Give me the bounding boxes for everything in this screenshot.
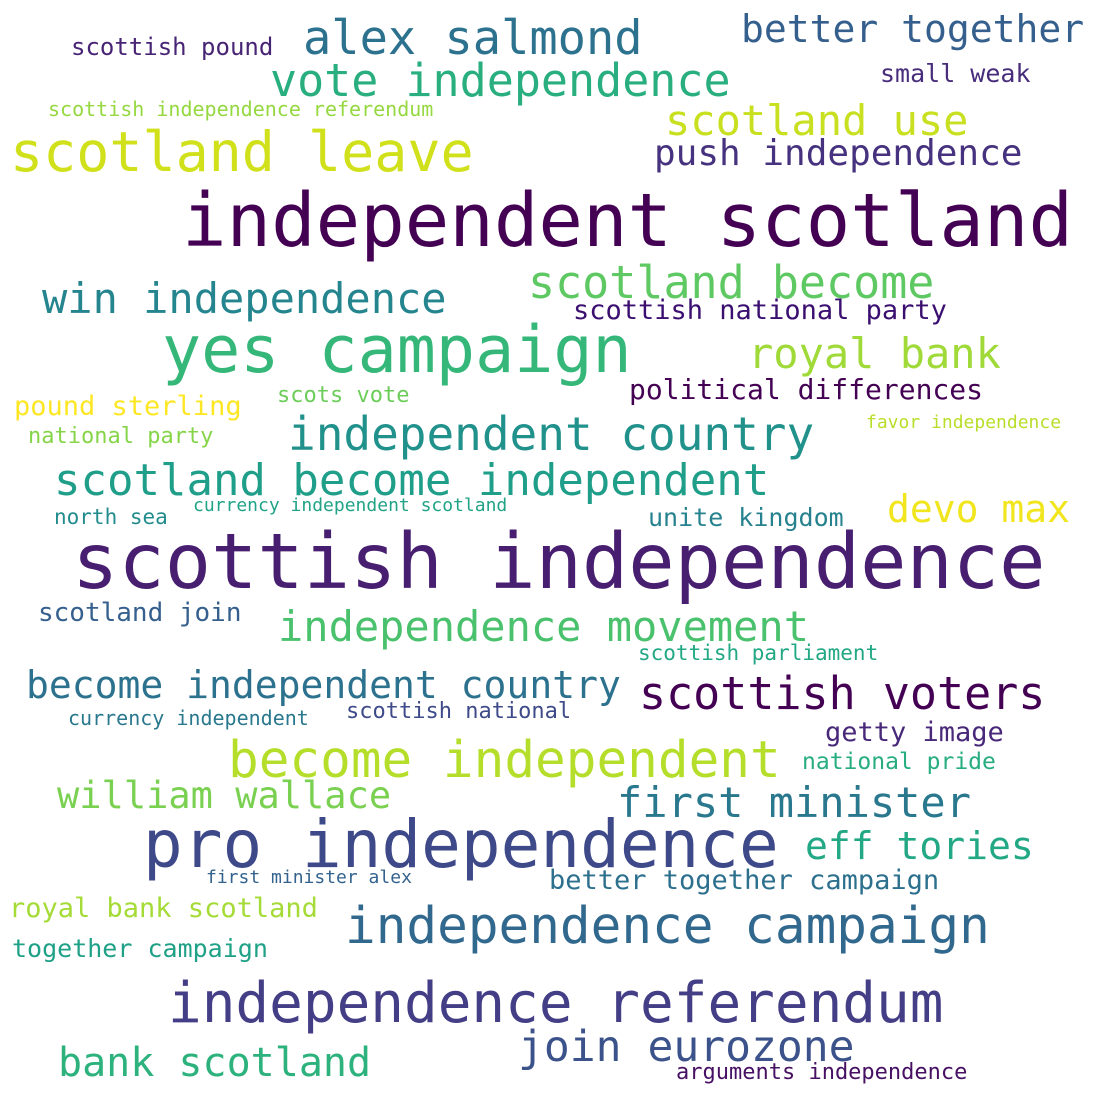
word: independent country <box>288 407 815 461</box>
word: scottish national party <box>573 295 947 326</box>
word: pro independence <box>143 806 779 883</box>
word: scotland leave <box>10 120 474 184</box>
word: become independent <box>228 731 781 790</box>
word: independence campaign <box>345 897 990 956</box>
word: scottish independence referendum <box>48 97 434 121</box>
word: scotland join <box>38 598 242 628</box>
word: better together campaign <box>549 865 940 896</box>
word: scottish national <box>346 699 572 724</box>
word: royal bank scotland <box>9 893 318 924</box>
word: better together <box>741 7 1085 51</box>
word: national party <box>28 424 214 449</box>
word: join eurozone <box>518 1022 855 1072</box>
word: together campaign <box>12 934 268 963</box>
word: scotland become <box>528 256 935 309</box>
word: national pride <box>802 749 996 775</box>
word: royal bank <box>748 329 1001 378</box>
word: alex salmond <box>303 11 643 66</box>
word: scotland become independent <box>54 455 770 506</box>
word: political differences <box>629 373 984 406</box>
word: independence referendum <box>168 971 944 1036</box>
word: scots vote <box>277 383 410 408</box>
word: become independent country <box>26 663 621 707</box>
word: getty image <box>825 717 1004 748</box>
word: william wallace <box>57 774 392 817</box>
word: small weak <box>880 59 1031 88</box>
word: bank scotland <box>58 1040 372 1086</box>
word: arguments independence <box>676 1060 968 1085</box>
word: currency independent scotland <box>193 495 508 516</box>
word: independence movement <box>278 602 810 651</box>
word: devo max <box>887 487 1071 531</box>
word: push independence <box>654 133 1023 174</box>
word: unite kingdom <box>648 503 844 532</box>
word: scottish parliament <box>638 641 879 665</box>
word: yes campaign <box>162 313 632 388</box>
word: independent scotland <box>182 178 1074 264</box>
word: favor independence <box>866 412 1062 433</box>
word: pound sterling <box>14 391 242 422</box>
word: scotland use <box>665 96 969 145</box>
word: win independence <box>42 274 447 323</box>
word: scottish pound <box>71 33 274 61</box>
word: scottish voters <box>639 667 1046 720</box>
word: currency independent <box>68 706 309 730</box>
word: eff tories <box>805 824 1034 868</box>
word: first minister <box>617 778 972 827</box>
word: first minister alex <box>206 867 412 888</box>
word: vote independence <box>270 54 731 107</box>
word: north sea <box>54 505 168 529</box>
word: scottish independence <box>72 518 1046 607</box>
